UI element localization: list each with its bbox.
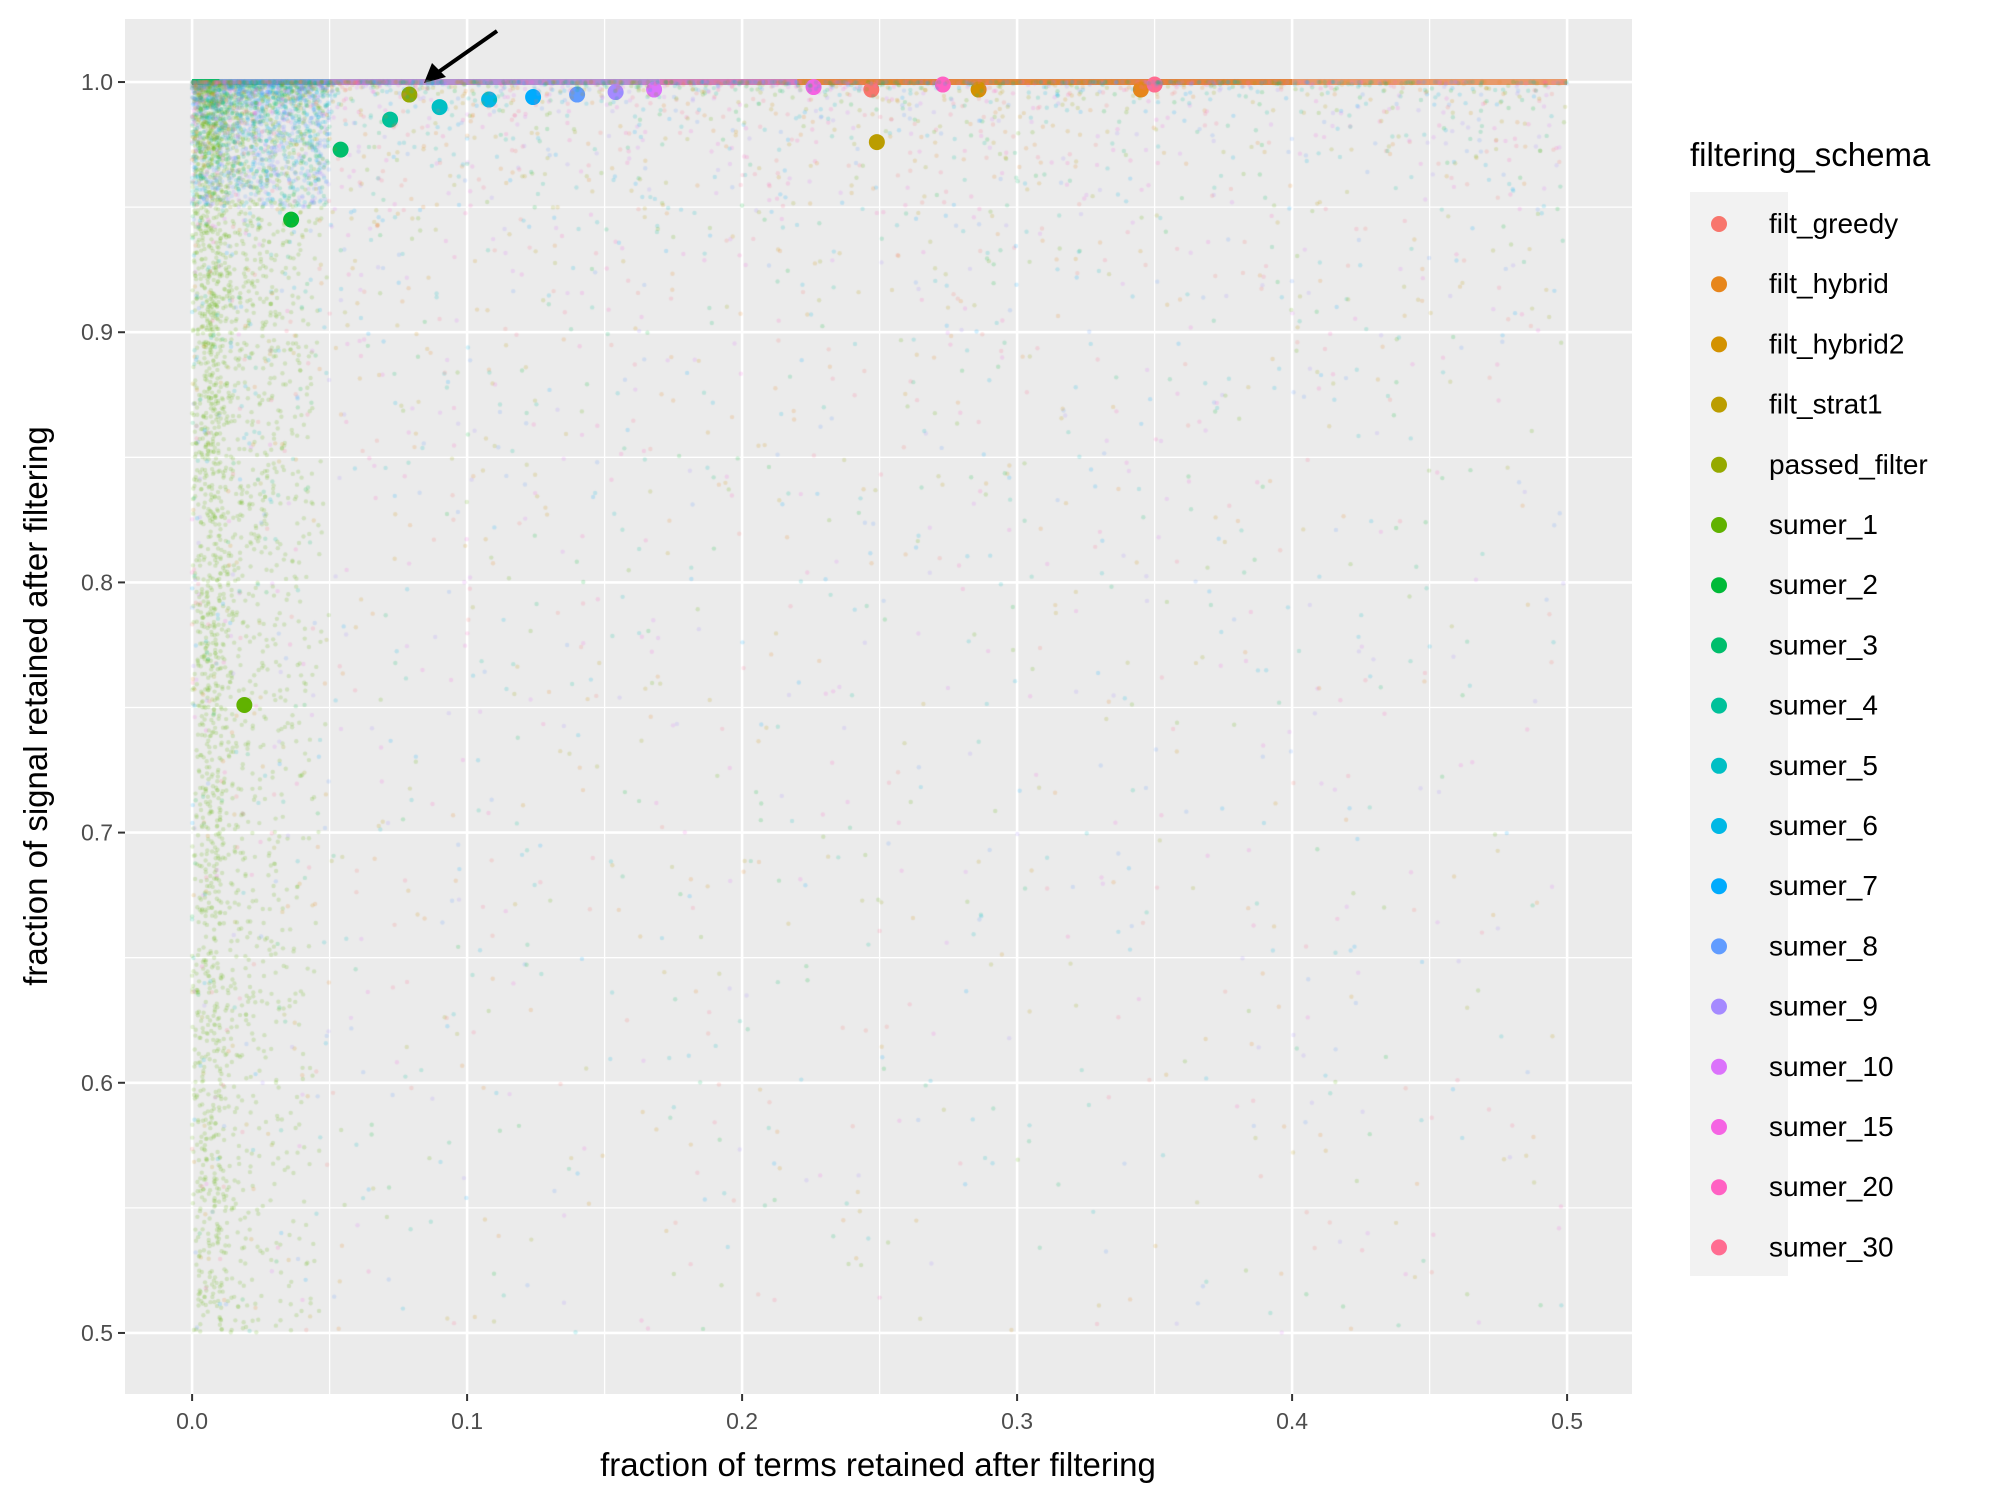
point-sumer-10 bbox=[646, 81, 663, 98]
legend-key-sumer-3 bbox=[1711, 637, 1727, 654]
y-tick-label: 1.0 bbox=[81, 69, 113, 95]
y-tick-label: 0.9 bbox=[81, 319, 113, 345]
legend-key-passed-filter bbox=[1711, 456, 1727, 473]
point-filt-hybrid2 bbox=[970, 81, 987, 98]
legend-label: sumer_3 bbox=[1769, 629, 1878, 660]
legend-label: sumer_20 bbox=[1769, 1171, 1894, 1202]
legend-key-filt-hybrid2 bbox=[1711, 336, 1727, 353]
y-tick-label: 0.7 bbox=[81, 820, 113, 846]
point-passed-filter bbox=[401, 86, 418, 103]
point-sumer-2 bbox=[283, 211, 300, 228]
y-tick-label: 0.6 bbox=[81, 1070, 113, 1096]
legend-label: sumer_30 bbox=[1769, 1231, 1894, 1262]
legend-key-sumer-5 bbox=[1711, 757, 1727, 774]
point-sumer-9 bbox=[607, 84, 624, 101]
y-tick-label: 0.8 bbox=[81, 569, 113, 595]
point-sumer-7 bbox=[525, 89, 542, 106]
point-sumer-4 bbox=[382, 111, 399, 128]
legend-label: sumer_7 bbox=[1769, 870, 1878, 901]
legend-key-sumer-2 bbox=[1711, 577, 1727, 594]
legend-label: filt_strat1 bbox=[1769, 389, 1883, 420]
legend-key-filt-hybrid bbox=[1711, 276, 1727, 293]
legend-key-sumer-7 bbox=[1711, 878, 1727, 895]
legend-label: passed_filter bbox=[1769, 449, 1928, 480]
x-tick-label: 0.3 bbox=[1001, 1408, 1033, 1434]
plot-panel bbox=[125, 19, 1632, 1394]
legend: filt_greedy filt_hybrid filt_hybrid2 filt_s… bbox=[1711, 208, 1928, 1262]
x-axis-ticks: 0.0 0.1 0.2 0.3 0.4 0.5 bbox=[176, 1394, 1583, 1434]
legend-key-sumer-15 bbox=[1711, 1119, 1727, 1135]
legend-label: sumer_10 bbox=[1769, 1051, 1894, 1082]
legend-key-sumer-1 bbox=[1711, 517, 1727, 533]
legend-key-sumer-4 bbox=[1711, 697, 1727, 714]
legend-key-filt-greedy bbox=[1711, 216, 1727, 232]
y-tick-label: 0.5 bbox=[81, 1320, 113, 1346]
legend-key-filt-strat1 bbox=[1711, 396, 1727, 413]
legend-key-sumer-10 bbox=[1711, 1058, 1727, 1075]
point-sumer-1 bbox=[236, 696, 253, 713]
point-sumer-30 bbox=[1146, 76, 1163, 93]
legend-key-sumer-30 bbox=[1711, 1239, 1727, 1256]
legend-label: sumer_1 bbox=[1769, 509, 1878, 540]
point-sumer-5 bbox=[431, 99, 448, 116]
point-sumer-3 bbox=[332, 141, 349, 158]
legend-label: sumer_4 bbox=[1769, 690, 1878, 721]
legend-key-sumer-9 bbox=[1711, 998, 1727, 1015]
legend-title: filtering_schema bbox=[1690, 136, 1931, 173]
legend-key-sumer-6 bbox=[1711, 818, 1727, 834]
legend-label: filt_hybrid bbox=[1769, 268, 1889, 299]
point-sumer-20 bbox=[934, 76, 951, 93]
legend-key-sumer-8 bbox=[1711, 938, 1727, 955]
point-filt-hybrid bbox=[1132, 81, 1149, 98]
x-tick-label: 0.2 bbox=[726, 1408, 758, 1434]
point-filt-strat1 bbox=[868, 134, 885, 151]
point-filt-greedy bbox=[863, 81, 880, 98]
y-axis-title: fraction of signal retained after filter… bbox=[17, 426, 54, 985]
legend-key-sumer-20 bbox=[1711, 1179, 1727, 1196]
legend-label: sumer_6 bbox=[1769, 810, 1878, 841]
legend-label: sumer_2 bbox=[1769, 569, 1878, 600]
x-axis-title: fraction of terms retained after filteri… bbox=[600, 1446, 1156, 1483]
x-tick-label: 0.5 bbox=[1551, 1408, 1583, 1434]
x-tick-label: 0.0 bbox=[176, 1408, 208, 1434]
legend-label: sumer_15 bbox=[1769, 1111, 1894, 1142]
legend-label: filt_hybrid2 bbox=[1769, 328, 1904, 359]
legend-label: sumer_5 bbox=[1769, 750, 1878, 781]
x-tick-label: 0.1 bbox=[451, 1408, 483, 1434]
point-sumer-6 bbox=[481, 91, 498, 108]
legend-label: sumer_9 bbox=[1769, 991, 1878, 1022]
point-sumer-8 bbox=[569, 86, 586, 103]
legend-label: sumer_8 bbox=[1769, 930, 1878, 961]
x-tick-label: 0.4 bbox=[1276, 1408, 1308, 1434]
legend-key-background bbox=[1690, 192, 1788, 1276]
legend-label: filt_greedy bbox=[1769, 208, 1898, 239]
point-sumer-15 bbox=[805, 79, 822, 96]
y-axis-ticks: 0.5 0.6 0.7 0.8 0.9 1.0 bbox=[81, 69, 125, 1346]
